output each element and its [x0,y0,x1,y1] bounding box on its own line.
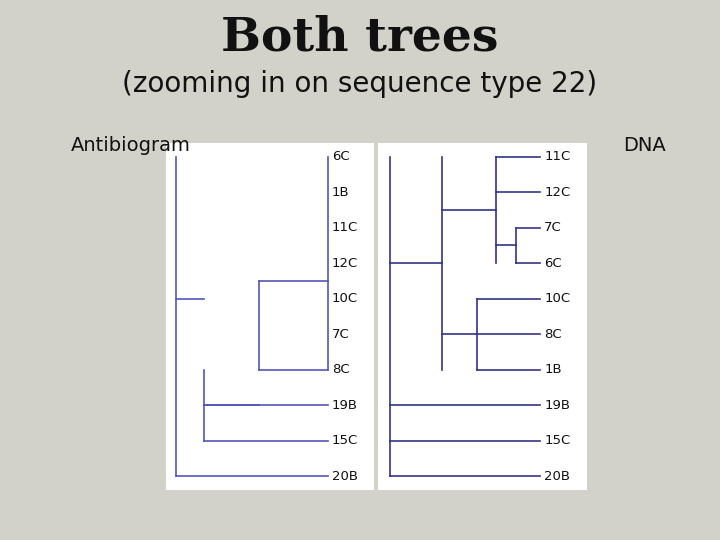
Text: 7C: 7C [332,328,350,341]
Text: 10C: 10C [332,292,358,305]
Text: 19B: 19B [544,399,570,411]
FancyBboxPatch shape [166,143,374,490]
Text: 1B: 1B [544,363,562,376]
Text: 6C: 6C [332,150,349,163]
Text: 20B: 20B [332,470,358,483]
Text: 20B: 20B [544,470,570,483]
Text: 8C: 8C [332,363,349,376]
Text: 1B: 1B [332,186,349,199]
Text: 6C: 6C [544,256,562,269]
Text: 7C: 7C [544,221,562,234]
Text: Antibiogram: Antibiogram [71,136,190,156]
Text: 12C: 12C [544,186,570,199]
Text: 10C: 10C [544,292,570,305]
Text: 15C: 15C [332,434,358,447]
Text: Both trees: Both trees [221,15,499,61]
Text: (zooming in on sequence type 22): (zooming in on sequence type 22) [122,70,598,98]
Text: 12C: 12C [332,256,358,269]
Text: 11C: 11C [332,221,358,234]
Text: DNA: DNA [623,136,666,156]
Text: 8C: 8C [544,328,562,341]
FancyBboxPatch shape [378,143,587,490]
Text: 11C: 11C [544,150,570,163]
Text: 15C: 15C [544,434,570,447]
Text: 19B: 19B [332,399,358,411]
